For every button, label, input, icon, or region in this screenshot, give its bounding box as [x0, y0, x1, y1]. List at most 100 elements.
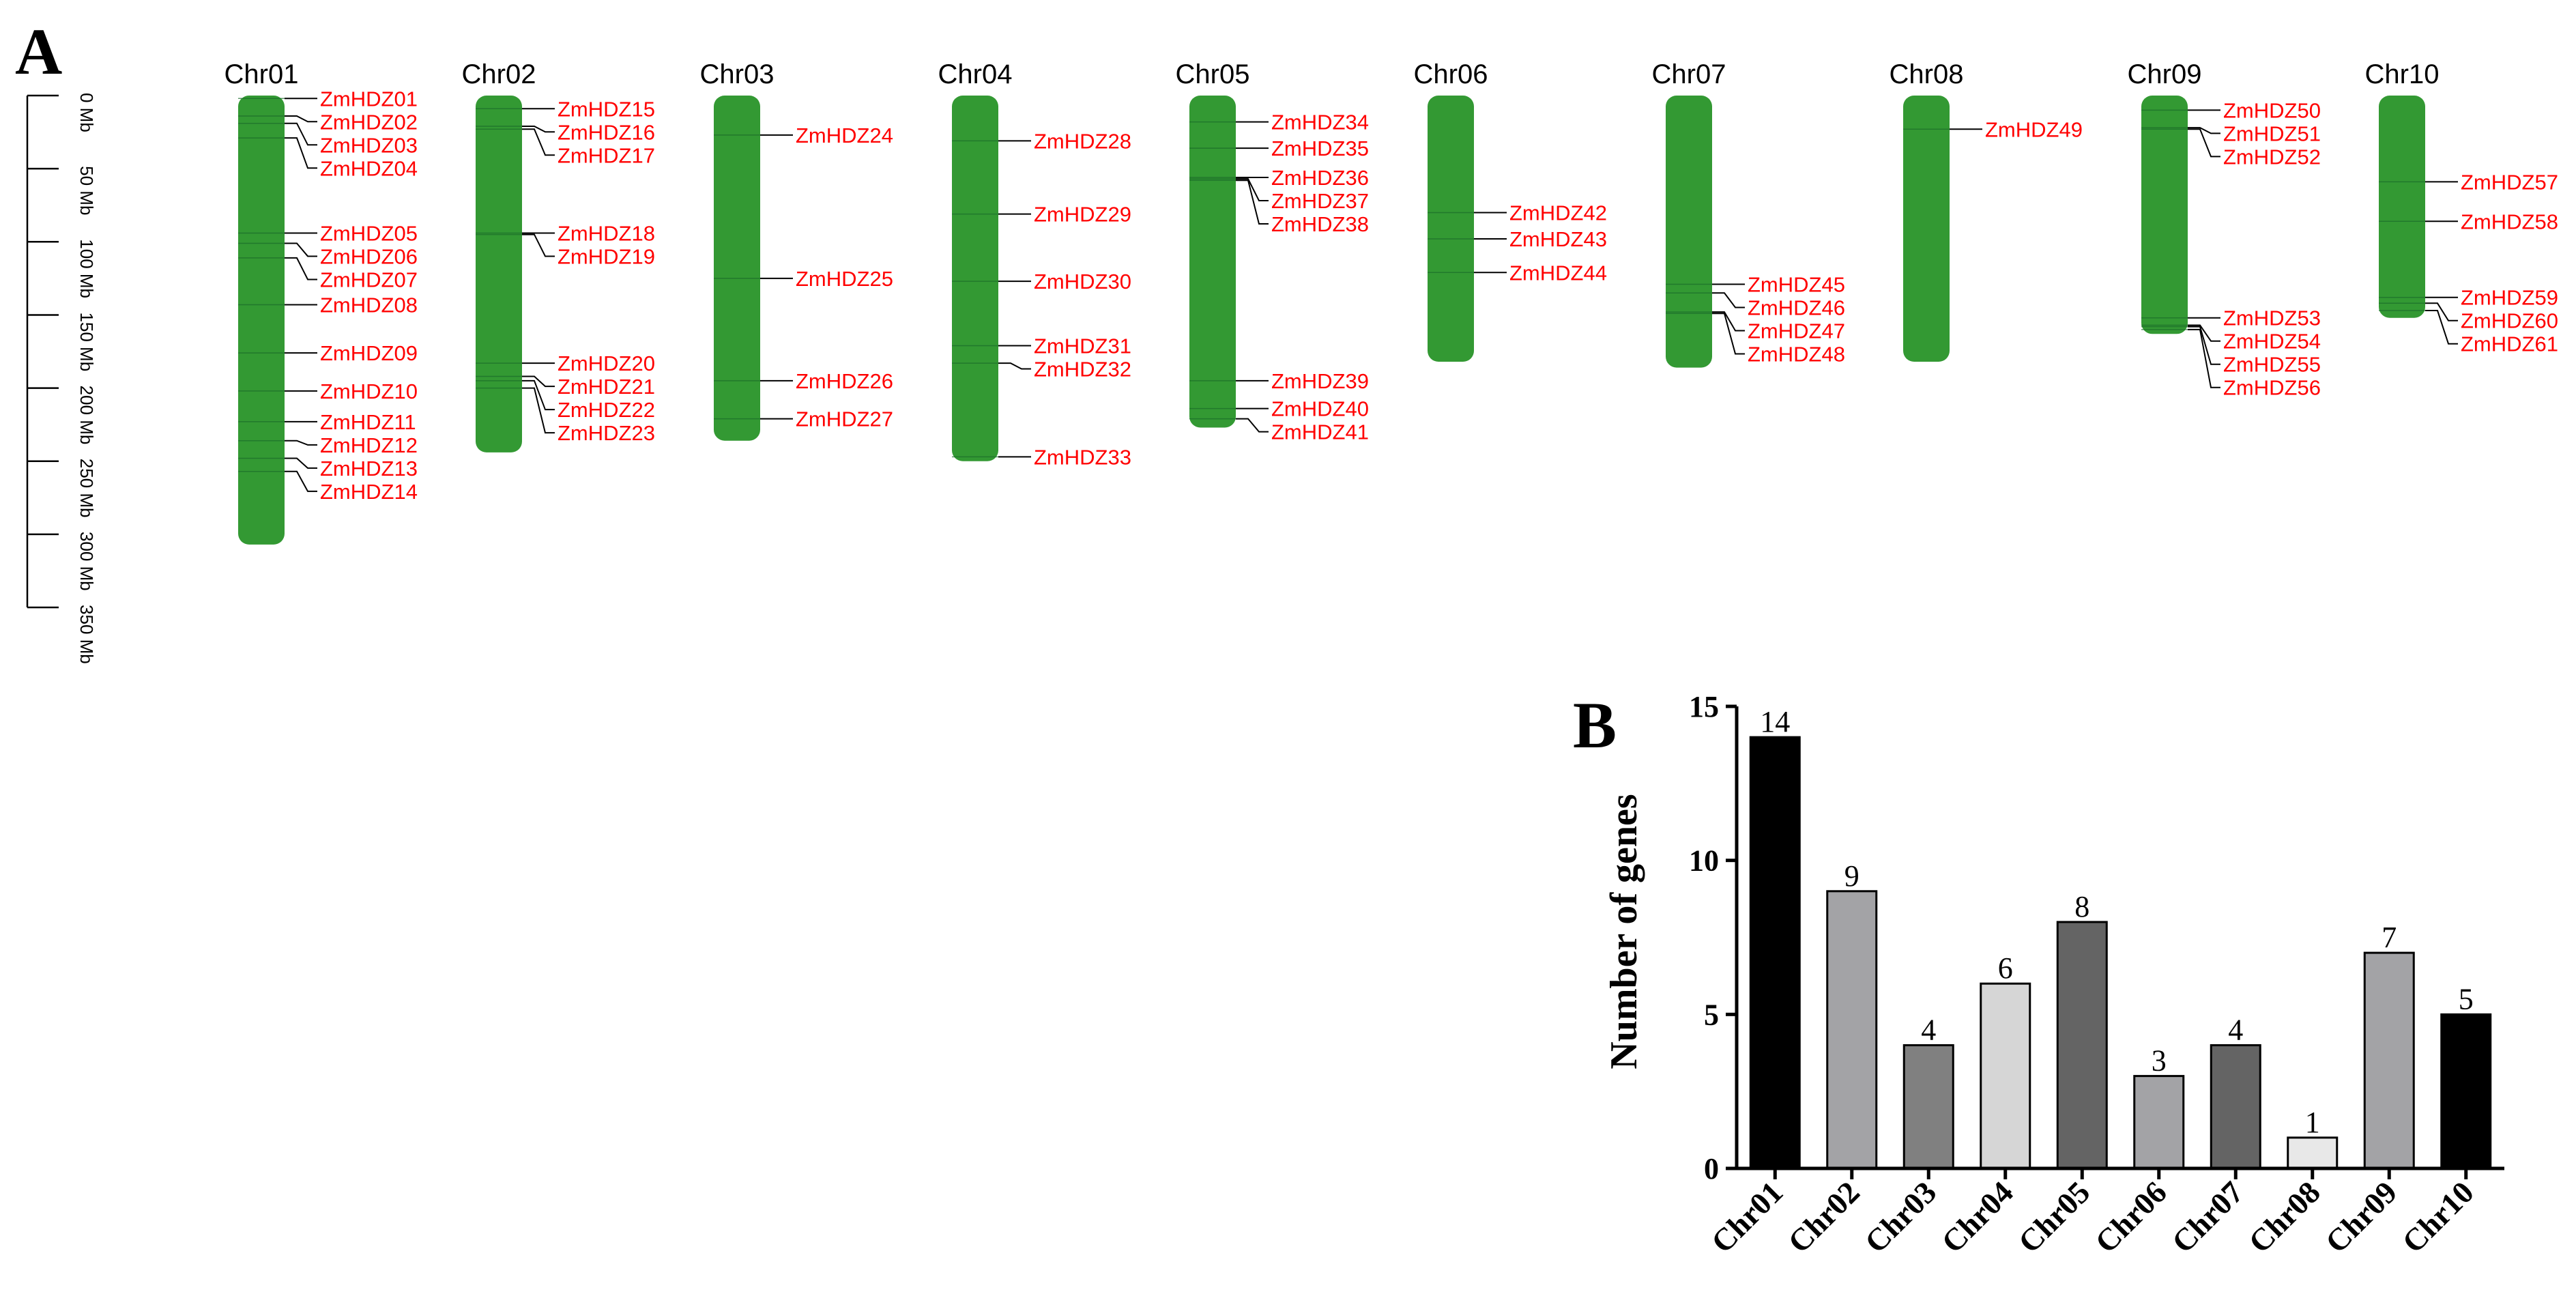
gene-label: ZmHDZ26: [796, 369, 893, 393]
gene-label: ZmHDZ53: [2223, 306, 2321, 330]
gene-label: ZmHDZ35: [1271, 136, 1369, 160]
chromosome-label: Chr02: [462, 59, 536, 89]
gene-label: ZmHDZ61: [2461, 332, 2558, 356]
gene-label: ZmHDZ45: [1748, 272, 1845, 296]
gene-label: ZmHDZ39: [1271, 369, 1369, 393]
gene-label: ZmHDZ54: [2223, 330, 2321, 354]
chromosome-bar: [952, 96, 998, 461]
bars: 14 9 4 6 8 3 4 1 7 5: [1749, 705, 2492, 1170]
chromosome-label: Chr05: [1176, 59, 1250, 89]
bar: [2133, 1075, 2185, 1170]
scale-tick-label: 300 Mb: [76, 532, 97, 591]
y-axis-label: Number of genes: [1603, 794, 1645, 1069]
gene-connector: [1712, 313, 1745, 355]
gene-label: ZmHDZ04: [320, 156, 418, 180]
chromosome-bar: [714, 96, 760, 441]
gene-label: ZmHDZ16: [558, 120, 655, 144]
y-tick-label: 0: [1704, 1152, 1719, 1185]
bar-value-label: 3: [2152, 1044, 2167, 1078]
bar-value-label: 6: [1998, 951, 2013, 985]
gene-label: ZmHDZ51: [2223, 121, 2321, 145]
gene-label: ZmHDZ40: [1271, 397, 1369, 421]
panel-b-bar-chart: B Number of genes 14 9 4 6 8 3 4 1 7 5 0 5 10 15 Chr0…: [1573, 689, 2504, 1260]
gene-connector: [285, 242, 317, 257]
chromosome-bar: [476, 96, 522, 452]
bar-value-label: 7: [2382, 921, 2397, 954]
bar-value-label: 5: [2459, 982, 2474, 1016]
gene-label: ZmHDZ30: [1034, 270, 1131, 293]
bar: [1826, 890, 1878, 1170]
gene-label: ZmHDZ25: [796, 267, 893, 291]
y-tick-label: 15: [1689, 690, 1719, 723]
gene-label: ZmHDZ38: [1271, 212, 1369, 236]
bar-value-label: 8: [2074, 890, 2089, 923]
panel-a-label: A: [15, 15, 62, 88]
chromosome-bar: [1428, 96, 1474, 362]
gene-connector: [1236, 179, 1269, 225]
gene-label: ZmHDZ36: [1271, 166, 1369, 190]
gene-connector: [1712, 311, 1745, 332]
gene-connector: [285, 257, 317, 281]
gene-connector: [2425, 310, 2458, 345]
gene-label: ZmHDZ60: [2461, 309, 2558, 333]
gene-label: ZmHDZ37: [1271, 189, 1369, 213]
gene-label: ZmHDZ28: [1034, 129, 1131, 153]
bar: [2440, 1013, 2492, 1170]
scale-tick-label: 200 Mb: [76, 386, 97, 445]
chromosome-label: Chr03: [700, 59, 775, 89]
gene-label: ZmHDZ23: [558, 421, 655, 445]
gene-label: ZmHDZ07: [320, 268, 418, 291]
scale-bar: 0 Mb 50 Mb 100 Mb 150 Mb 200 Mb 250 Mb 300 Mb 3…: [26, 93, 97, 664]
gene-label: ZmHDZ13: [320, 457, 418, 480]
gene-connector: [2188, 128, 2220, 158]
x-tick-label: Chr03: [1858, 1175, 1943, 1260]
bar: [1980, 982, 2031, 1170]
gene-connector: [2425, 302, 2458, 321]
gene-connector: [285, 115, 317, 123]
gene-label: ZmHDZ15: [558, 97, 655, 121]
chromosome-bar: [1903, 96, 1950, 362]
chromosome-label: Chr01: [225, 59, 299, 89]
gene-connector: [2188, 326, 2220, 365]
gene-label: ZmHDZ22: [558, 398, 655, 422]
gene-label: ZmHDZ52: [2223, 145, 2321, 169]
gene-label: ZmHDZ55: [2223, 353, 2321, 377]
gene-label: ZmHDZ21: [558, 375, 655, 399]
gene-label: ZmHDZ34: [1271, 111, 1369, 134]
gene-label: ZmHDZ19: [558, 244, 655, 268]
gene-label: ZmHDZ29: [1034, 203, 1131, 227]
x-tick-label: Chr09: [2319, 1175, 2404, 1260]
gene-label: ZmHDZ56: [2223, 376, 2321, 400]
gene-connector: [2188, 328, 2220, 388]
x-tick-label: Chr06: [2088, 1175, 2173, 1260]
y-tick-label: 10: [1689, 844, 1719, 878]
bar: [1902, 1044, 1954, 1170]
gene-connector: [285, 122, 317, 146]
chromosome-label: Chr07: [1652, 59, 1726, 89]
gene-label: ZmHDZ14: [320, 480, 418, 504]
gene-connector: [285, 137, 317, 169]
gene-label: ZmHDZ32: [1034, 357, 1131, 381]
bar-value-label: 9: [1844, 859, 1859, 893]
gene-connector: [522, 128, 555, 156]
bar: [2287, 1136, 2339, 1170]
chromosome-label: Chr08: [1890, 59, 1964, 89]
bar-value-label: 14: [1760, 705, 1790, 738]
x-tick-label: Chr02: [1781, 1175, 1866, 1260]
gene-label: ZmHDZ20: [558, 351, 655, 375]
gene-label: ZmHDZ47: [1748, 319, 1845, 343]
gene-label: ZmHDZ18: [558, 221, 655, 245]
gene-label: ZmHDZ17: [558, 143, 655, 167]
chromosome-bar: [2141, 96, 2188, 334]
chromosome-bar: [1189, 96, 1236, 428]
gene-connector: [522, 379, 555, 411]
x-tick-label: Chr04: [1935, 1175, 2020, 1260]
gene-connector: [522, 375, 555, 388]
gene-label: ZmHDZ33: [1034, 445, 1131, 469]
gene-label: ZmHDZ02: [320, 110, 418, 134]
